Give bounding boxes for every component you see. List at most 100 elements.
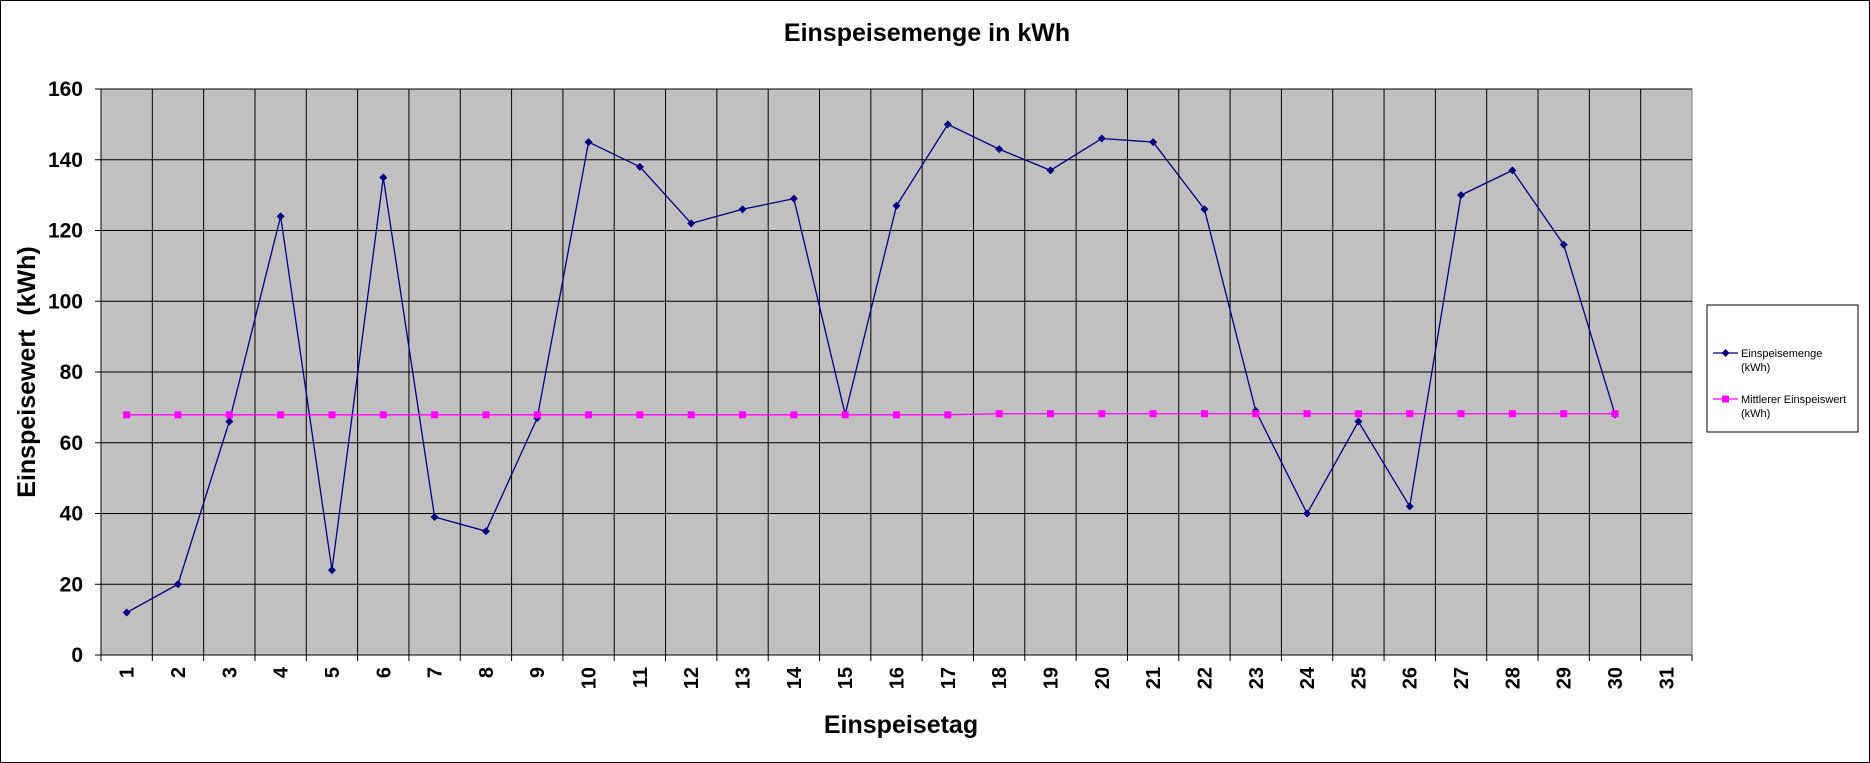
x-tick-label: 31 <box>1656 667 1678 689</box>
data-point <box>1354 410 1362 418</box>
x-tick-label: 18 <box>989 667 1011 689</box>
data-point <box>430 513 439 522</box>
data-point <box>841 411 849 419</box>
x-tick-label: 26 <box>1400 667 1422 689</box>
data-point <box>1149 410 1157 418</box>
data-point <box>1508 410 1516 418</box>
data-point <box>1405 502 1414 511</box>
data-point <box>995 410 1003 418</box>
x-tick-label: 25 <box>1348 667 1370 689</box>
x-tick-label: 13 <box>733 667 755 689</box>
data-point <box>379 411 387 419</box>
legend: Einspeisemenge(kWh)Mittlerer Einspeiswer… <box>1706 304 1859 433</box>
legend-items: Einspeisemenge(kWh)Mittlerer Einspeiswer… <box>1713 348 1846 420</box>
chart-title: Einspeisemenge in kWh <box>784 19 1070 47</box>
x-tick-label: 7 <box>425 667 447 678</box>
y-axis-ticks: 0 20 40 60 80 100 120 140 160 <box>48 78 101 667</box>
data-point <box>481 527 490 536</box>
data-point <box>585 411 593 419</box>
legend-label: Mittlerer Einspeiswert <box>1741 394 1846 406</box>
data-point <box>1457 410 1465 418</box>
legend-label: Einspeisemenge <box>1741 348 1822 360</box>
data-point <box>1611 410 1619 418</box>
data-point <box>431 411 439 419</box>
x-tick-label: 4 <box>271 666 293 678</box>
data-point <box>1098 410 1106 418</box>
data-point <box>995 145 1004 154</box>
data-point <box>738 205 747 214</box>
data-point <box>892 201 901 210</box>
x-axis-ticks: 1 2 3 4 5 6 7 8 9 10 11 12 13 14 15 16 17 18 19 20 21 22 23 24 2… <box>100 655 1693 689</box>
series-2 <box>123 410 1619 419</box>
data-point <box>1046 166 1055 175</box>
data-point <box>1252 410 1260 418</box>
series-line <box>126 123 1616 614</box>
x-tick-label: 30 <box>1605 667 1627 689</box>
data-point <box>122 608 131 617</box>
data-point <box>482 411 490 419</box>
x-tick-label: 5 <box>322 667 344 678</box>
data-point <box>327 566 336 575</box>
data-point <box>636 411 644 419</box>
y-tick-label: 20 <box>60 573 83 596</box>
data-point <box>1457 191 1466 200</box>
data-point <box>123 411 131 419</box>
legend-marker <box>1721 349 1730 357</box>
x-axis-title: Einspeisetag <box>824 711 978 739</box>
data-point <box>1406 410 1414 418</box>
data-point <box>1303 509 1312 518</box>
data-point <box>174 411 182 419</box>
data-point <box>276 212 285 221</box>
y-tick-label: 100 <box>48 290 83 313</box>
legend-label: (kWh) <box>1741 408 1770 420</box>
y-tick-label: 140 <box>48 149 83 172</box>
x-tick-label: 21 <box>1143 667 1165 689</box>
x-tick-label: 24 <box>1297 666 1319 689</box>
x-tick-label: 11 <box>630 667 652 688</box>
data-point <box>379 173 388 182</box>
x-tick-label: 22 <box>1194 667 1216 689</box>
x-tick-label: 28 <box>1502 667 1524 689</box>
y-tick-label: 160 <box>48 78 83 101</box>
data-point <box>173 580 182 589</box>
legend-marker <box>1722 395 1729 403</box>
data-point <box>1303 410 1311 418</box>
data-point <box>944 411 952 419</box>
data-point <box>1097 134 1106 143</box>
y-tick-label: 0 <box>71 644 83 667</box>
x-tick-label: 12 <box>681 667 703 689</box>
data-point <box>1046 410 1054 418</box>
x-tick-label: 20 <box>1092 667 1114 689</box>
x-tick-label: 17 <box>938 667 960 689</box>
data-point <box>687 411 695 419</box>
data-point <box>790 411 798 419</box>
x-tick-label: 27 <box>1451 667 1473 689</box>
series-layer <box>122 120 1620 617</box>
x-tick-label: 8 <box>476 667 498 678</box>
data-point <box>635 162 644 171</box>
data-point <box>1200 410 1208 418</box>
x-tick-label: 15 <box>835 667 857 689</box>
data-point <box>225 417 234 426</box>
data-point <box>1149 138 1158 147</box>
y-tick-label: 60 <box>60 432 83 455</box>
y-axis-title: Einspeisewert (kWh) <box>13 246 41 497</box>
legend-item-2: Mittlerer Einspeiswert (kWh) <box>1713 394 1846 420</box>
data-point <box>1560 410 1568 418</box>
x-tick-label: 14 <box>784 666 806 689</box>
data-point <box>1559 240 1568 249</box>
y-tick-label: 80 <box>60 361 83 384</box>
data-point <box>225 411 233 419</box>
x-tick-label: 19 <box>1040 667 1062 689</box>
data-point <box>687 219 696 228</box>
data-point <box>1200 205 1209 214</box>
data-point <box>328 411 336 419</box>
legend-item-1: Einspeisemenge (kWh) <box>1713 348 1822 374</box>
legend-box <box>1706 304 1859 433</box>
x-tick-label: 3 <box>219 667 241 678</box>
data-point <box>584 138 593 147</box>
x-tick-label: 16 <box>887 667 909 689</box>
x-tick-label: 2 <box>168 667 190 678</box>
x-tick-label: 23 <box>1246 667 1268 689</box>
